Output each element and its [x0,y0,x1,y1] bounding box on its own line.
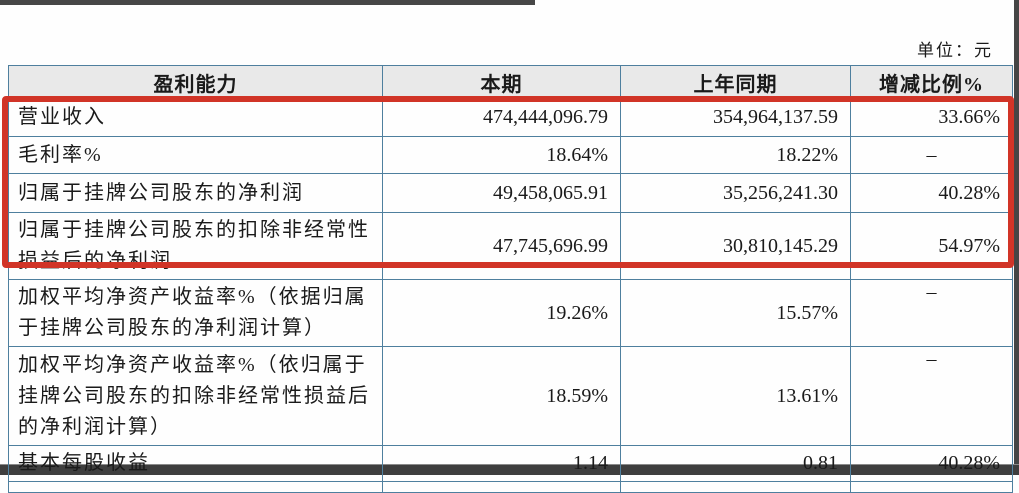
cell-prior: 0.81 [620,445,851,482]
cell-empty [8,481,383,493]
table-row: 归属于挂牌公司股东的净利润 49,458,065.91 35,256,241.3… [8,173,1013,213]
profitability-table: 盈利能力 本期 上年同期 增减比例% 营业收入 474,444,096.79 3… [8,65,1013,493]
cell-prior: 13.61% [620,346,851,446]
header-cell-change-ratio: 增减比例% [850,65,1013,99]
top-edge-bar [0,0,535,5]
cell-current: 19.26% [382,279,621,347]
cell-current: 474,444,096.79 [382,98,621,137]
cell-prior: 18.22% [620,136,851,174]
cell-label: 归属于挂牌公司股东的净利润 [8,173,383,213]
cell-change: 40.28% [850,173,1013,213]
header-cell-profitability: 盈利能力 [8,65,383,99]
header-cell-current-period: 本期 [382,65,621,99]
cell-current: 18.64% [382,136,621,174]
unit-label: 单位：元 [917,41,993,60]
cell-empty [382,481,621,493]
cell-prior: 30,810,145.29 [620,212,851,280]
cell-label: 归属于挂牌公司股东的扣除非经常性损益后的净利润 [8,212,383,280]
cell-label: 加权平均净资产收益率%（依归属于挂牌公司股东的扣除非经常性损益后的净利润计算） [8,346,383,446]
cell-empty [620,481,851,493]
table-row-clipped [8,481,1013,493]
cell-empty [850,481,1013,493]
table-row: 营业收入 474,444,096.79 354,964,137.59 33.66… [8,98,1013,137]
cell-label: 营业收入 [8,98,383,137]
cell-change: 54.97% [850,212,1013,280]
table-header-row: 盈利能力 本期 上年同期 增减比例% [8,65,1013,99]
cell-current: 18.59% [382,346,621,446]
table-row: 加权平均净资产收益率%（依据归属于挂牌公司股东的净利润计算） 19.26% 15… [8,279,1013,347]
table-row: 归属于挂牌公司股东的扣除非经常性损益后的净利润 47,745,696.99 30… [8,212,1013,280]
cell-prior: 35,256,241.30 [620,173,851,213]
table-row: 加权平均净资产收益率%（依归属于挂牌公司股东的扣除非经常性损益后的净利润计算） … [8,346,1013,446]
cell-prior: 354,964,137.59 [620,98,851,137]
cell-change: – [850,136,1013,174]
table-row: 毛利率% 18.64% 18.22% – [8,136,1013,174]
cell-prior: 15.57% [620,279,851,347]
cell-label: 基本每股收益 [8,445,383,482]
cell-change: – [850,279,1013,347]
cell-label: 毛利率% [8,136,383,174]
right-edge-bar [1014,0,1019,474]
cell-current: 1.14 [382,445,621,482]
cell-change: 40.28% [850,445,1013,482]
header-cell-prior-period: 上年同期 [620,65,851,99]
cell-current: 47,745,696.99 [382,212,621,280]
cell-change: – [850,346,1013,446]
cell-change: 33.66% [850,98,1013,137]
cell-label: 加权平均净资产收益率%（依据归属于挂牌公司股东的净利润计算） [8,279,383,347]
table-row: 基本每股收益 1.14 0.81 40.28% [8,445,1013,482]
cell-current: 49,458,065.91 [382,173,621,213]
